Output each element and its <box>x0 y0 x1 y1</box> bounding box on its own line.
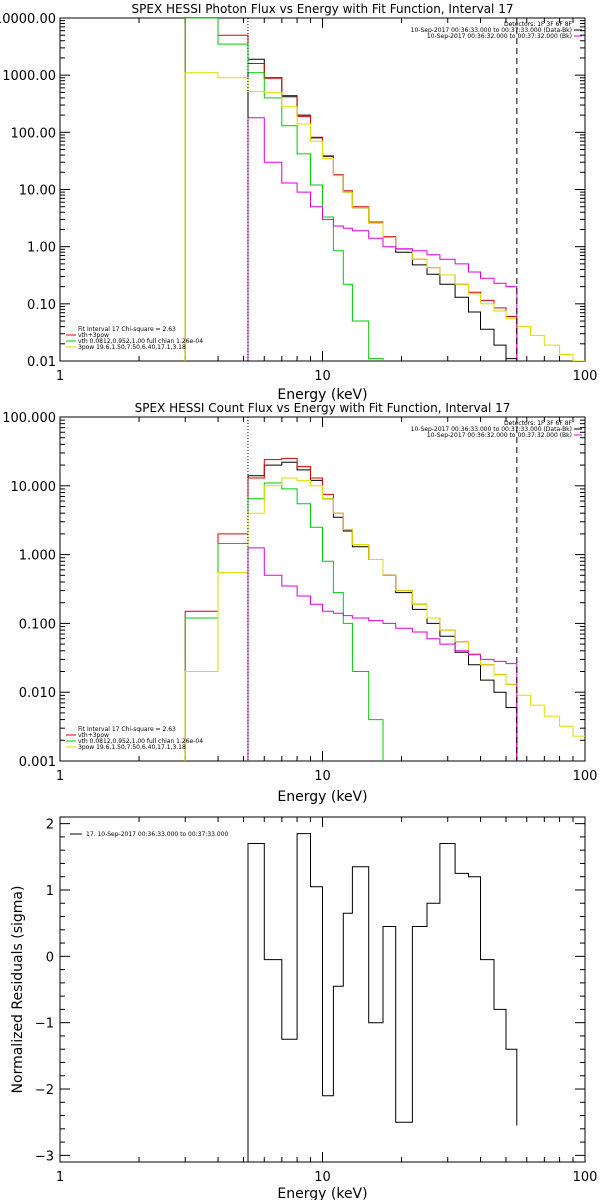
x-axis-label: Energy (keV) <box>277 1186 367 1200</box>
series-line-data <box>247 58 518 361</box>
x-tick-label: 10 <box>314 1170 331 1185</box>
info-text-right: 10-Sep-2017 00:36:32.000 to 00:37:32.000… <box>427 432 572 439</box>
fit-legend-text: Fit Interval 17 Chi-square = 2.63 <box>78 726 176 733</box>
info-text-right: Detectors: 1F 3F 6F 8F <box>504 21 573 28</box>
x-tick-label: 10 <box>314 769 331 784</box>
series-line-3pow <box>184 477 585 761</box>
plot-frame <box>59 416 586 762</box>
y-tick-label: 100.00 <box>11 126 57 141</box>
plot-frame <box>59 17 586 362</box>
y-tick-label: 2 <box>46 818 54 833</box>
chart-title: SPEX HESSI Count Flux vs Energy with Fit… <box>135 401 511 415</box>
x-tick-label: 100 <box>573 1170 598 1185</box>
y-tick-label: 10.000 <box>11 480 57 495</box>
series-group <box>247 833 518 1162</box>
series-line-data <box>247 461 518 761</box>
y-tick-label: 0.001 <box>19 755 56 770</box>
y-tick-label: 0 <box>46 950 54 965</box>
series-line-vth-3pow <box>184 457 518 761</box>
y-tick-label: 1.000 <box>19 549 56 564</box>
x-axis-label: Energy (keV) <box>277 789 367 805</box>
y-tick-label: 10000.00 <box>0 12 56 27</box>
y-tick-label: 0.10 <box>27 298 56 313</box>
x-tick-label: 100 <box>573 369 598 384</box>
series-line-bk <box>247 547 518 761</box>
series-group <box>184 18 585 361</box>
info-text-right: 10-Sep-2017 00:36:33.000 to 00:37:33.000… <box>411 27 572 34</box>
series-line-vth <box>184 482 384 761</box>
x-tick-label: 1 <box>56 769 64 784</box>
series-line-residuals <box>247 833 518 1162</box>
fit-legend-text: Fit Interval 17 Chi-square = 2.63 <box>78 326 176 333</box>
series-group <box>184 457 585 761</box>
fit-legend-text: vth+3pow <box>78 732 109 739</box>
y-tick-label: −3 <box>35 1149 54 1164</box>
y-tick-label: 1 <box>46 884 54 899</box>
y-tick-label: 1000.00 <box>2 69 56 84</box>
x-tick-label: 1 <box>56 1170 64 1185</box>
series-line-vth-3pow <box>184 18 518 361</box>
y-tick-label: −2 <box>35 1083 54 1098</box>
chart-panel-1: SPEX HESSI Photon Flux vs Energy with Fi… <box>0 2 597 403</box>
y-tick-label: 0.01 <box>27 355 56 370</box>
y-tick-label: 100.000 <box>2 411 56 426</box>
x-tick-label: 1 <box>56 369 64 384</box>
chart-title: SPEX HESSI Photon Flux vs Energy with Fi… <box>132 2 514 16</box>
legend-text: 17. 10-Sep-2017 00:36:33.000 to 00:37:33… <box>86 831 229 838</box>
y-axis-label: Normalized Residuals (sigma) <box>10 886 26 1094</box>
series-line-bk <box>247 117 518 361</box>
fit-legend-text: 3pow 19.6,1.50,7.50,6.40,17.1,3.18 <box>78 344 186 351</box>
chart-panel-2: SPEX HESSI Count Flux vs Energy with Fit… <box>2 401 597 805</box>
y-tick-label: 1.00 <box>27 241 56 256</box>
x-axis-label: Energy (keV) <box>277 387 367 403</box>
info-text-right: 10-Sep-2017 00:36:32.000 to 00:37:32.000… <box>427 33 572 40</box>
x-tick-label: 10 <box>314 369 331 384</box>
series-line-3pow <box>184 72 585 361</box>
series-line-vth <box>184 18 384 361</box>
fit-legend-text: 3pow 19.6,1.50,7.50,6.40,17.1,3.18 <box>78 744 186 751</box>
y-tick-label: 0.100 <box>19 617 56 632</box>
info-text-right: Detectors: 1F 3F 6F 8F <box>504 420 573 427</box>
plot-frame <box>59 816 586 1163</box>
x-tick-label: 100 <box>573 769 598 784</box>
fit-legend-text: vth 0.0812,0.952,1.00 full chian 1.26e-0… <box>78 738 203 745</box>
y-tick-label: 10.00 <box>19 184 56 199</box>
y-tick-label: −1 <box>35 1017 54 1032</box>
fit-legend-text: vth+3pow <box>78 332 109 339</box>
info-text-right: 10-Sep-2017 00:36:33.000 to 00:37:33.000… <box>411 426 572 433</box>
fit-legend-text: vth 0.0812,0.952,1.00 full chian 1.26e-0… <box>78 338 203 345</box>
y-tick-label: 0.010 <box>19 686 56 701</box>
